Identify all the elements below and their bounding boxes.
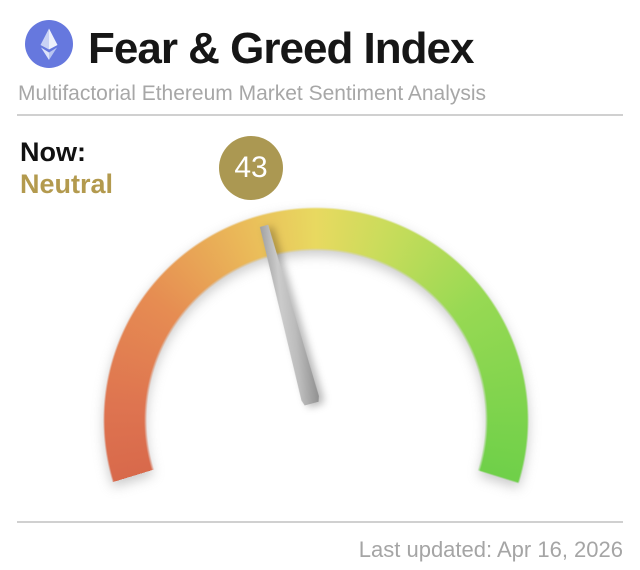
last-updated: Last updated: Apr 16, 2026 bbox=[358, 537, 623, 562]
subtitle: Multifactorial Ethereum Market Sentiment… bbox=[18, 82, 487, 105]
score-badge: 43 bbox=[219, 136, 283, 200]
score-value: 43 bbox=[234, 151, 268, 184]
sentiment-label: Neutral bbox=[20, 169, 114, 199]
footer-divider bbox=[17, 521, 623, 523]
now-label: Now: bbox=[20, 137, 86, 167]
header-divider bbox=[17, 114, 623, 116]
page-title: Fear & Greed Index bbox=[88, 24, 474, 73]
ethereum-logo-icon bbox=[25, 20, 73, 68]
